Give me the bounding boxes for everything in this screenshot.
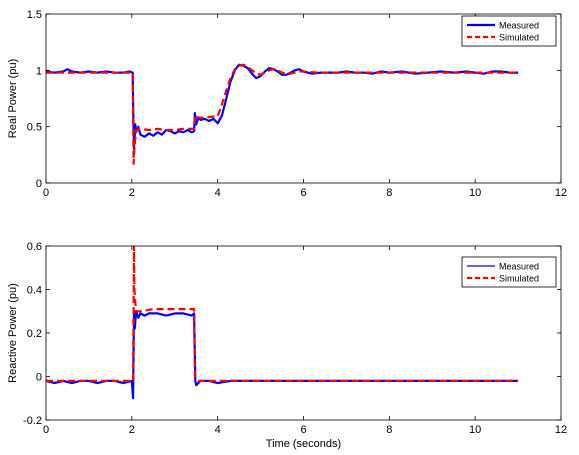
panel2-series-measured-line <box>46 310 519 400</box>
panel2-ytick-label: 0.4 <box>27 285 42 297</box>
panel1-ytick-label: 0.5 <box>27 122 42 134</box>
panel2-ytick-label: 0.2 <box>27 328 42 340</box>
panel2-xtick-label: 10 <box>469 424 481 436</box>
panel2-ytick-label: 0.6 <box>27 241 42 253</box>
panel2-ylabel: Reactive Power (pu) <box>7 283 19 383</box>
panel1-xtick-label: 10 <box>469 187 481 199</box>
panel1-legend-box <box>461 15 557 47</box>
panel2-ytick-label: -0.2 <box>23 415 42 427</box>
panel2-ytick-label: 0 <box>36 372 42 384</box>
panel2-xtick-label: 0 <box>43 424 49 436</box>
panel1-ytick-label: 0 <box>36 178 42 190</box>
panel2-xtick-label: 4 <box>215 424 221 436</box>
panel1-series-simulated-line <box>46 63 519 165</box>
panel1-legend-label-simulated: Simulated <box>499 33 539 43</box>
panel1-xtick-label: 12 <box>555 187 567 199</box>
panel2-legend-label-simulated: Simulated <box>499 274 539 284</box>
panel2-legend-label-measured: Measured <box>499 262 539 272</box>
panel2-xtick-label: 12 <box>555 424 567 436</box>
panel1-xtick-label: 0 <box>43 187 49 199</box>
panel2-legend-box <box>461 256 557 288</box>
panel1-ytick-label: 1 <box>36 65 42 77</box>
panel1-legend-label-measured: Measured <box>499 21 539 31</box>
panel2-legend: Measured Simulated <box>461 256 557 288</box>
panel2-series-simulated-line <box>46 246 519 382</box>
panel2-xlabel: Time (seconds) <box>266 438 341 450</box>
panel1-xtick-label: 2 <box>129 187 135 199</box>
panel2-xtick-label: 2 <box>129 424 135 436</box>
panel1-legend: Measured Simulated <box>461 15 557 47</box>
panel1-ylabel: Real Power (pu) <box>7 59 19 138</box>
panel1-xtick-label: 8 <box>386 187 392 199</box>
panel1-ytick-label: 1.5 <box>27 9 42 21</box>
panel2-xtick-label: 6 <box>300 424 306 436</box>
panel1-plot: 0 2 4 6 8 10 12 0 0.5 1 1.5 Real Power (pu) Measured… <box>7 9 567 199</box>
panel2-xtick-label: 8 <box>386 424 392 436</box>
panel1-xtick-label: 6 <box>300 187 306 199</box>
panel1-xtick-label: 4 <box>215 187 221 199</box>
